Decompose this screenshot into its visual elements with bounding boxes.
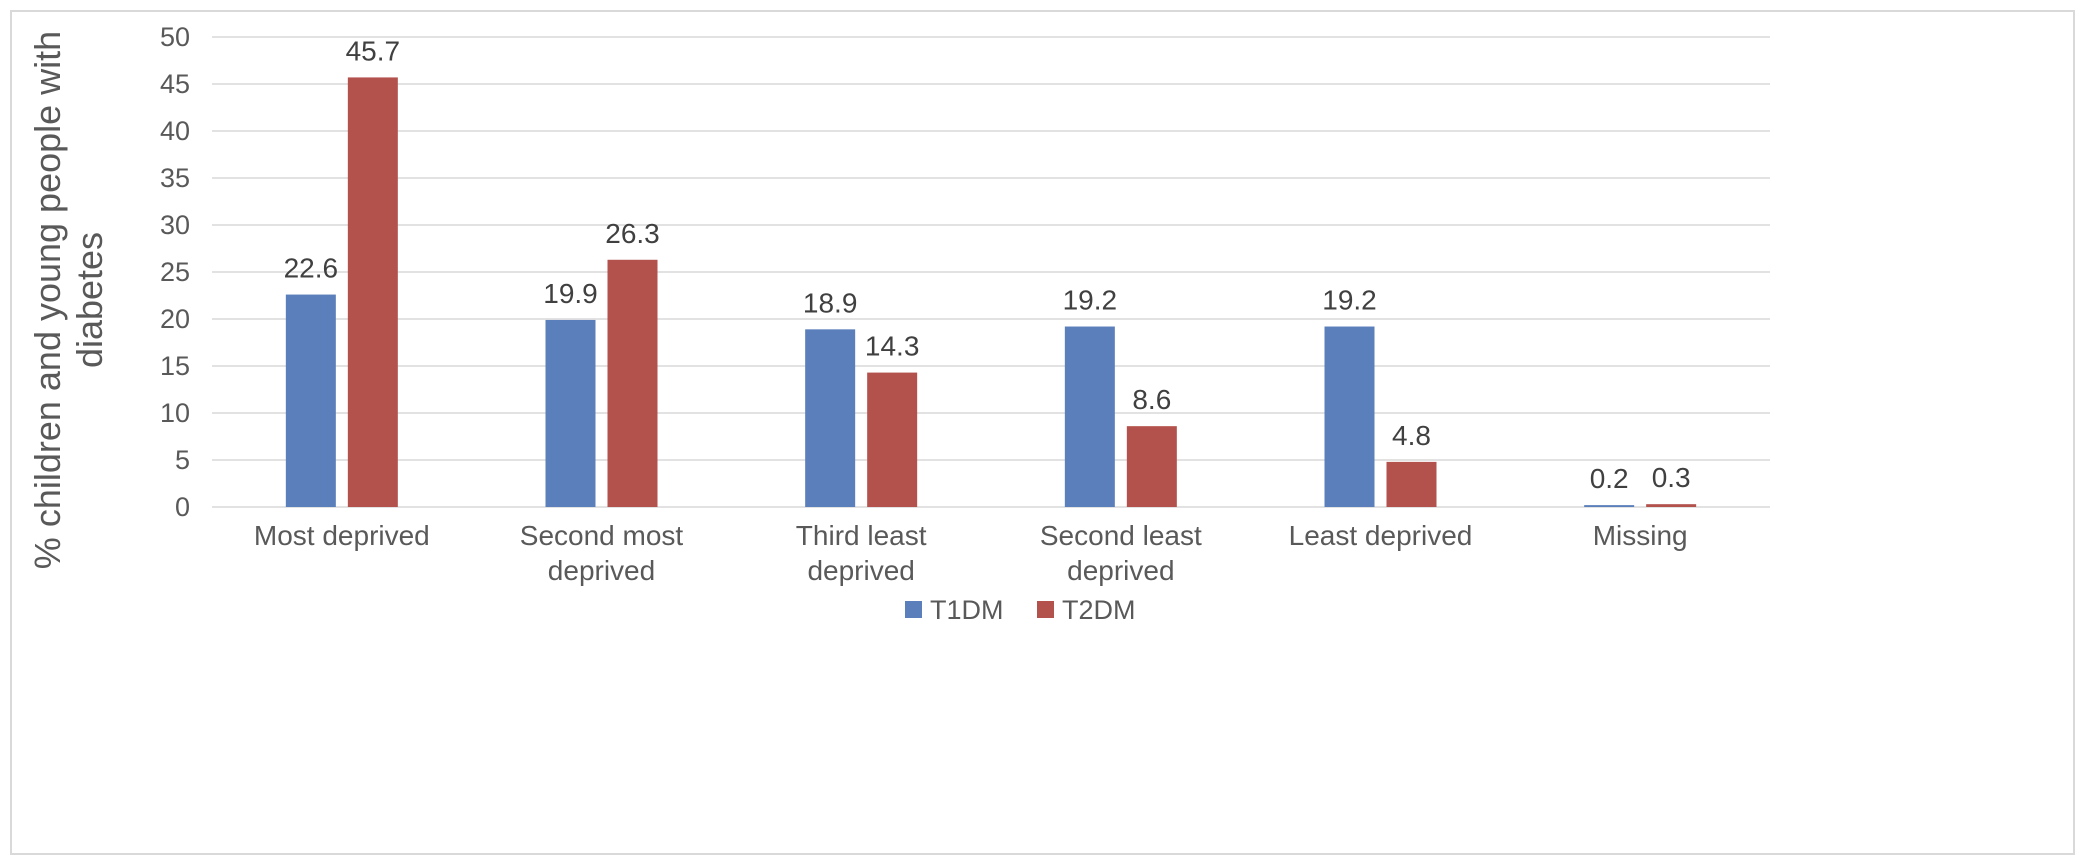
y-tick-label: 25: [160, 257, 190, 287]
x-category-label-line: Second most: [520, 520, 684, 551]
data-label: 19.2: [1322, 285, 1377, 316]
x-category-label-line: Least deprived: [1289, 520, 1473, 551]
data-label: 45.7: [346, 35, 401, 66]
bar-t1dm: [1324, 326, 1375, 507]
bar-t1dm: [545, 319, 596, 507]
bars: [285, 77, 1697, 508]
y-tick-label: 35: [160, 163, 190, 193]
data-label: 8.6: [1132, 384, 1171, 415]
bar-t2dm: [867, 372, 918, 507]
bar-t2dm: [1646, 504, 1697, 507]
x-category-label: Second least deprived: [1040, 520, 1202, 586]
data-label: 19.9: [543, 278, 598, 309]
y-axis-ticks: 0 5 10 15 20 25 30 35 40 45 50: [160, 22, 190, 522]
bar-t2dm: [1126, 426, 1177, 507]
data-label: 0.2: [1590, 463, 1629, 494]
bar-t1dm: [285, 294, 336, 507]
y-tick-label: 45: [160, 69, 190, 99]
bar-t1dm: [1064, 326, 1115, 507]
data-label: 26.3: [605, 218, 660, 249]
y-tick-label: 0: [175, 492, 190, 522]
y-tick-label: 5: [175, 445, 190, 475]
data-label: 14.3: [865, 331, 920, 362]
data-label: 19.2: [1063, 285, 1118, 316]
legend-label: T1DM: [930, 595, 1004, 625]
legend-label: T2DM: [1062, 595, 1136, 625]
y-axis-title-line: % children and young people with: [27, 31, 68, 569]
data-label: 4.8: [1392, 420, 1431, 451]
x-category-label: Missing: [1593, 520, 1688, 551]
x-category-label: Least deprived: [1289, 520, 1473, 551]
x-category-label-line: deprived: [807, 555, 914, 586]
bar-t1dm: [805, 329, 856, 507]
legend: T1DM T2DM: [905, 595, 1136, 625]
bar-t1dm: [1584, 505, 1635, 507]
legend-swatch-t2dm: [1037, 601, 1054, 618]
x-category-label: Third least deprived: [796, 520, 927, 586]
bar-t2dm: [347, 77, 398, 508]
x-category-label-line: Most deprived: [254, 520, 430, 551]
x-category-label-line: Third least: [796, 520, 927, 551]
y-tick-label: 50: [160, 22, 190, 52]
data-label: 22.6: [284, 253, 339, 284]
y-tick-label: 15: [160, 351, 190, 381]
x-category-label: Most deprived: [254, 520, 430, 551]
x-category-label: Second most deprived: [520, 520, 684, 586]
y-tick-label: 20: [160, 304, 190, 334]
legend-swatch-t1dm: [905, 601, 922, 618]
y-tick-label: 10: [160, 398, 190, 428]
data-labels: 22.6 45.7 19.926.3 18.914.3 19.2 8.6 19.2 4.8 0.…: [284, 35, 1691, 494]
gridlines: [212, 36, 1770, 508]
x-category-label-line: Second least: [1040, 520, 1202, 551]
x-category-label-line: Missing: [1593, 520, 1688, 551]
y-tick-label: 40: [160, 116, 190, 146]
bar-t2dm: [607, 259, 658, 507]
bar-t2dm: [1386, 461, 1437, 507]
y-tick-label: 30: [160, 210, 190, 240]
data-label: 18.9: [803, 287, 858, 318]
y-axis-title-line: diabetes: [69, 232, 110, 368]
x-category-label-line: deprived: [1067, 555, 1174, 586]
y-axis-title: % children and young people withdiabetes: [27, 31, 110, 569]
y-axis-title-text: % children and young people withdiabetes: [27, 31, 110, 569]
data-label: 0.3: [1652, 462, 1691, 493]
x-category-label-line: deprived: [548, 555, 655, 586]
